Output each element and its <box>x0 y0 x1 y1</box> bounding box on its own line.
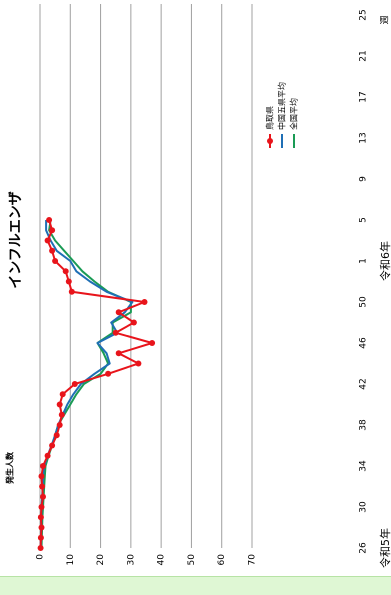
y-tick-label: 50 <box>187 554 197 566</box>
data-point <box>49 227 55 233</box>
data-point <box>63 268 69 274</box>
data-point <box>38 514 44 520</box>
data-point <box>60 391 66 397</box>
data-point <box>49 248 55 254</box>
era-label: 令和6年 <box>378 241 391 281</box>
x-tick-label: 25 <box>359 9 369 20</box>
plot-frame: インフルエンザ 0 10 20 30 40 50 60 70 26 30 34 38 42 46 50 1 5… <box>5 4 391 568</box>
data-point <box>66 279 72 285</box>
x-tick-label: 21 <box>359 50 369 61</box>
data-point <box>54 432 60 438</box>
data-point <box>131 320 137 326</box>
data-point <box>142 299 148 305</box>
data-point <box>39 504 45 510</box>
influenza-chart: インフルエンザ 0 10 20 30 40 50 60 70 26 30 34 38 42 46 50 1 5… <box>0 0 391 576</box>
data-point <box>40 463 46 469</box>
data-point <box>52 258 58 264</box>
legend-label: 鳥取県 <box>265 106 275 130</box>
y-tick-label: 30 <box>126 554 136 566</box>
x-tick-label: 26 <box>359 542 369 554</box>
data-point <box>72 381 78 387</box>
data-point <box>45 238 51 244</box>
y-tick-label: 70 <box>248 554 258 566</box>
data-point <box>49 443 55 449</box>
x-tick-label: 46 <box>359 337 369 349</box>
data-point <box>45 453 51 459</box>
x-tick-label: 34 <box>359 460 369 472</box>
data-point <box>40 494 46 500</box>
data-point <box>57 402 63 408</box>
data-point <box>39 484 45 490</box>
y-tick-label: 20 <box>96 554 106 566</box>
series-line <box>41 220 153 548</box>
x-axis-title: 週 <box>380 15 391 24</box>
series-lines <box>38 217 156 551</box>
data-point <box>105 371 111 377</box>
legend-label: 全国平均 <box>289 98 299 130</box>
data-point <box>39 525 45 531</box>
footer-band <box>0 576 391 595</box>
data-point <box>59 412 65 418</box>
legend: 鳥取県中国五県平均全国平均 <box>265 82 299 148</box>
data-point <box>38 535 44 541</box>
data-point <box>135 361 141 367</box>
x-tick-label: 13 <box>359 132 369 143</box>
data-point <box>116 350 122 356</box>
x-tick-label: 30 <box>359 501 369 513</box>
y-axis-title: 発生人数 <box>5 451 15 485</box>
legend-marker <box>267 138 273 144</box>
data-point <box>113 330 119 336</box>
chart-title: インフルエンザ <box>8 191 24 289</box>
data-point <box>38 545 44 551</box>
data-point <box>116 309 122 315</box>
gridlines <box>40 4 252 548</box>
data-point <box>39 473 45 479</box>
series-line <box>42 220 131 548</box>
data-point <box>149 340 155 346</box>
y-axis: 0 10 20 30 40 50 60 70 <box>36 554 258 566</box>
y-tick-label: 60 <box>217 554 227 566</box>
y-tick-label: 0 <box>36 554 46 560</box>
data-point <box>46 217 52 223</box>
x-tick-label: 9 <box>359 176 369 182</box>
x-tick-label: 50 <box>359 296 369 308</box>
data-point <box>57 422 63 428</box>
x-tick-label: 17 <box>359 91 369 102</box>
y-tick-label: 40 <box>157 554 167 566</box>
era-label: 令和5年 <box>378 528 391 568</box>
x-tick-label: 1 <box>359 258 369 264</box>
x-tick-label: 42 <box>359 378 369 389</box>
x-axis: 26 30 34 38 42 46 50 1 5 9 13 17 21 25 令和5年 令和6年 <box>359 9 391 568</box>
legend-label: 中国五県平均 <box>277 82 287 130</box>
x-tick-label: 5 <box>359 217 369 223</box>
series-line <box>41 220 133 548</box>
data-point <box>69 289 75 295</box>
y-tick-label: 10 <box>66 554 76 566</box>
x-tick-label: 38 <box>359 419 369 431</box>
